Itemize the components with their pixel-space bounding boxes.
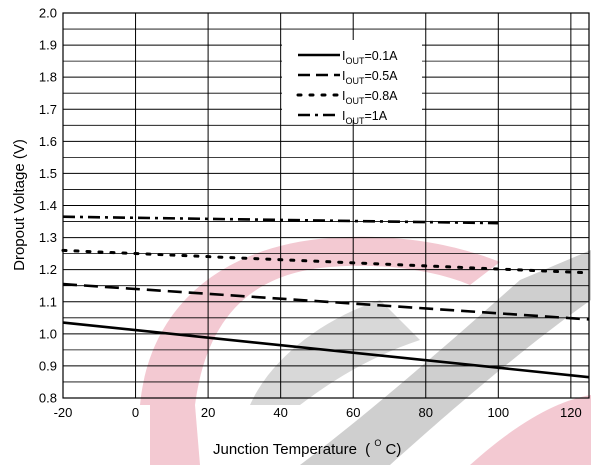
- legend: IOUT=0.1A IOUT=0.5A IOUT=0.8A IOUT=1A: [282, 40, 422, 126]
- y-tick-label: 1.6: [39, 134, 57, 149]
- y-tick-label: 1.4: [39, 198, 57, 213]
- series-line-4: [62, 215, 499, 225]
- x-tick-label: 120: [560, 405, 582, 420]
- y-tick-label: 1.2: [39, 262, 57, 277]
- series-line-1: [62, 321, 590, 379]
- x-tick-label: 20: [201, 405, 215, 420]
- x-tick-label: 80: [419, 405, 433, 420]
- x-tick-label: 40: [273, 405, 287, 420]
- y-tick-label: 1.7: [39, 102, 57, 117]
- plot-frame: [62, 12, 590, 399]
- y-tick-label: 1.8: [39, 70, 57, 85]
- x-axis-label-close: C): [386, 441, 402, 458]
- legend-label-3: IOUT=0.8A: [342, 89, 398, 106]
- legend-label-4: IOUT=1A: [342, 109, 388, 126]
- series-line-3: [61, 248, 591, 275]
- y-tick-label: 2.0: [39, 6, 57, 21]
- x-axis-label-main: Junction Temperature: [213, 441, 357, 458]
- x-axis-label: Junction Temperature ( O C): [213, 433, 401, 458]
- y-tick-label: 1.5: [39, 166, 57, 181]
- y-tick-label: 1.9: [39, 38, 57, 53]
- y-tick-label: 1.3: [39, 230, 57, 245]
- x-tick-label: 100: [487, 405, 509, 420]
- y-tick-label: 0.8: [39, 391, 57, 406]
- x-axis-label-open: (: [365, 441, 370, 458]
- legend-label-2: IOUT=0.5A: [342, 69, 398, 86]
- y-tick-label: 1.1: [39, 294, 57, 309]
- x-tick-labels: -20 0 20 40 60 80 100 120: [54, 405, 582, 420]
- watermark: [140, 236, 591, 465]
- x-tick-label: 0: [132, 405, 139, 420]
- legend-box: [282, 40, 422, 120]
- x-tick-label: 60: [346, 405, 360, 420]
- x-axis-label-degree: O: [374, 438, 381, 448]
- y-tick-labels: 0.8 0.9 1.0 1.1 1.2 1.3 1.4 1.5 1.6 1.7 1.8 1.9 2.0: [39, 6, 57, 406]
- series-line-2: [62, 282, 590, 321]
- legend-label-1: IOUT=0.1A: [342, 49, 398, 66]
- y-tick-label: 0.9: [39, 358, 57, 373]
- y-axis-label: Dropout Voltage (V): [11, 139, 28, 271]
- series-layer: [61, 215, 591, 379]
- y-tick-label: 1.0: [39, 326, 57, 341]
- x-tick-label: -20: [54, 405, 73, 420]
